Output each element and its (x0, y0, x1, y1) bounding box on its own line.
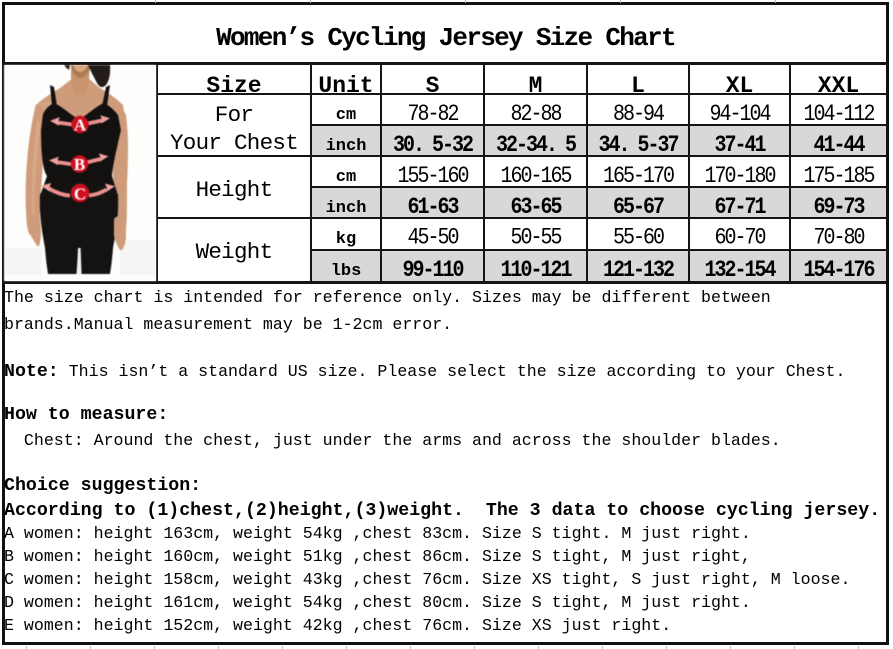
svg-text:B: B (74, 155, 85, 174)
svg-text:C: C (74, 184, 86, 203)
svg-text:A: A (74, 116, 87, 135)
